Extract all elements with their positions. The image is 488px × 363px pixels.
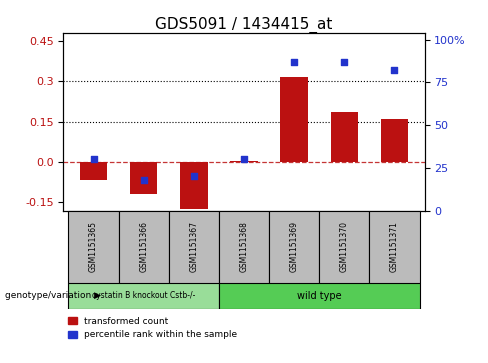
Legend: transformed count, percentile rank within the sample: transformed count, percentile rank withi…	[68, 317, 237, 339]
Bar	[330, 112, 358, 162]
Bar	[180, 162, 207, 209]
Text: genotype/variation ▶: genotype/variation ▶	[5, 291, 101, 300]
Bar	[80, 162, 107, 180]
Point	[140, 177, 147, 183]
FancyBboxPatch shape	[319, 211, 369, 283]
FancyBboxPatch shape	[269, 211, 319, 283]
Text: GSM1151368: GSM1151368	[240, 221, 248, 272]
FancyBboxPatch shape	[68, 211, 119, 283]
Text: GSM1151367: GSM1151367	[189, 221, 198, 272]
Text: GSM1151365: GSM1151365	[89, 221, 98, 272]
Text: wild type: wild type	[297, 291, 342, 301]
Text: cystatin B knockout Cstb-/-: cystatin B knockout Cstb-/-	[92, 291, 195, 300]
FancyBboxPatch shape	[68, 283, 219, 309]
FancyBboxPatch shape	[369, 211, 420, 283]
Point	[390, 68, 398, 73]
FancyBboxPatch shape	[169, 211, 219, 283]
Title: GDS5091 / 1434415_at: GDS5091 / 1434415_at	[155, 16, 333, 33]
Text: GSM1151370: GSM1151370	[340, 221, 349, 272]
FancyBboxPatch shape	[119, 211, 169, 283]
Point	[290, 59, 298, 65]
Point	[90, 156, 98, 162]
Bar	[230, 161, 258, 162]
Point	[190, 174, 198, 179]
Text: GSM1151371: GSM1151371	[390, 221, 399, 272]
Bar	[381, 119, 408, 162]
Bar	[130, 162, 158, 194]
Bar	[281, 77, 308, 162]
Text: GSM1151366: GSM1151366	[139, 221, 148, 272]
FancyBboxPatch shape	[219, 211, 269, 283]
Point	[341, 59, 348, 65]
FancyBboxPatch shape	[219, 283, 420, 309]
Text: GSM1151369: GSM1151369	[290, 221, 299, 272]
Point	[240, 156, 248, 162]
